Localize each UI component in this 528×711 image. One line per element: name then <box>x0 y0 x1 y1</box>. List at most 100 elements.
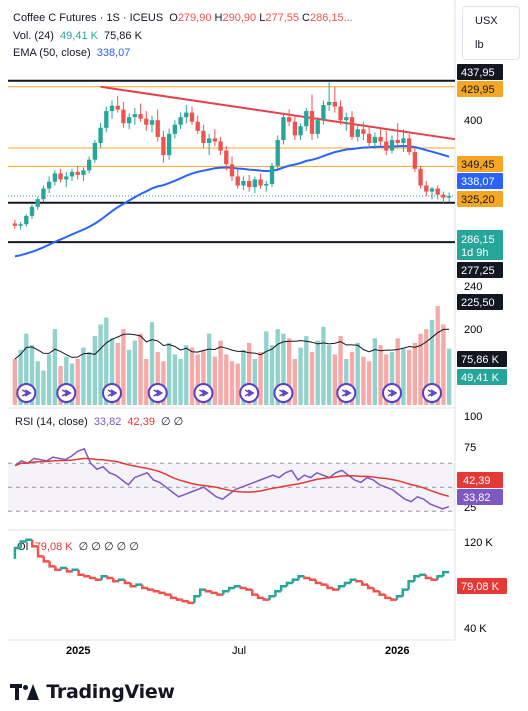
oi-step <box>135 583 143 587</box>
volume-value-2: 75,86 K <box>104 30 142 42</box>
candle-body <box>378 136 383 142</box>
volume-bar <box>64 356 69 405</box>
oi-step <box>349 578 357 583</box>
candle-body <box>384 141 389 151</box>
volume-bar <box>86 352 92 405</box>
candle-body <box>321 105 326 121</box>
volume-bar <box>378 345 383 405</box>
candle-body <box>446 196 452 198</box>
volume-bar <box>184 345 189 405</box>
volume-bar <box>321 326 326 405</box>
candle-body <box>58 173 63 180</box>
symbol-title: Coffee C Futures · 1S · ICEUS <box>13 12 164 24</box>
candle-body <box>332 101 338 107</box>
oi-step <box>378 591 386 596</box>
rsi-extra: ∅ ∅ <box>161 416 184 428</box>
header-legend: Coffee C Futures · 1S · ICEUS O279,90 H2… <box>13 11 353 25</box>
candle-body <box>104 111 109 128</box>
volume-bar <box>286 338 292 405</box>
oi-step <box>146 588 154 591</box>
oi-step <box>436 575 444 580</box>
candle-body <box>235 176 240 186</box>
oi-step <box>13 546 21 559</box>
candle-body <box>138 114 143 119</box>
volume-bar <box>338 336 343 405</box>
oi-step <box>158 591 166 595</box>
oi-step <box>274 590 282 597</box>
oi-step <box>395 595 403 600</box>
candle-body <box>224 150 229 165</box>
oi-step <box>227 586 235 592</box>
volume-bar <box>75 359 80 405</box>
rsi-tick-100: 100 <box>464 411 482 423</box>
label-325: 325,20 <box>457 191 503 207</box>
oi-step <box>407 580 415 590</box>
candle-body <box>189 112 195 122</box>
candle-body <box>252 179 258 188</box>
candle-body <box>41 188 46 200</box>
oi-step <box>216 592 224 596</box>
volume-bar <box>229 361 235 405</box>
candle-body <box>69 171 75 177</box>
oi-legend: OI 79,08 K ∅ ∅ ∅ ∅ ∅ <box>17 540 139 554</box>
volume-bar <box>126 349 132 405</box>
open-label: O <box>169 12 178 24</box>
oi-step <box>88 576 96 580</box>
volume-bar <box>155 352 160 405</box>
open-value: 279,90 <box>177 12 212 24</box>
low-value: 277,55 <box>265 12 299 24</box>
tradingview-logo[interactable]: TradingView <box>10 681 175 703</box>
oi-step <box>337 585 345 590</box>
high-value: 290,90 <box>222 12 257 24</box>
volume-bar <box>372 338 378 405</box>
volume-bar <box>269 345 275 405</box>
oi-step <box>366 584 374 590</box>
volume-bar <box>429 319 435 405</box>
unit-selector[interactable]: USX lb <box>462 6 520 60</box>
ema-legend: EMA (50, close) 338,07 <box>13 46 130 60</box>
volume-bar <box>401 347 406 405</box>
candle-body <box>86 159 92 171</box>
rsi-label: RSI (14, close) <box>15 416 88 428</box>
volume-bar <box>361 356 366 405</box>
oi-step <box>36 546 44 558</box>
candle-body <box>418 168 423 186</box>
label-277: 277,25 <box>457 262 503 278</box>
oi-step <box>71 568 79 572</box>
candle-body <box>18 224 23 226</box>
volume-bar <box>212 356 218 405</box>
x-tick-2026: 2026 <box>385 645 409 657</box>
oi-step <box>222 590 230 595</box>
volume-bar <box>29 345 35 405</box>
oi-step <box>361 581 369 586</box>
candle-body <box>246 180 252 188</box>
rsi-tick-75: 75 <box>464 442 476 454</box>
oi-step <box>384 594 392 600</box>
candle-body <box>126 117 132 124</box>
oi-step <box>424 574 432 580</box>
y-tick-240: 240 <box>464 281 482 293</box>
volume-bar <box>201 349 206 405</box>
candle-body <box>344 117 349 121</box>
rsi-legend: RSI (14, close) 33,82 42,39 ∅ ∅ <box>15 415 183 429</box>
volume-bar <box>406 349 412 405</box>
rsi-ma-value: 42,39 <box>127 416 155 428</box>
label-437: 437,95 <box>457 64 503 80</box>
candle-body <box>292 121 298 136</box>
event-marker-arrow <box>279 389 289 397</box>
volume-bar <box>195 354 200 405</box>
low-label: L <box>259 12 266 24</box>
oi-step <box>100 575 108 580</box>
volume-bar <box>435 306 440 405</box>
candle-body <box>52 173 58 182</box>
candle-body <box>298 126 303 136</box>
label-277-text: 277,25 <box>461 265 495 277</box>
oi-step <box>285 581 293 587</box>
volume-bar <box>178 359 183 405</box>
candle-body <box>184 112 189 118</box>
oi-step <box>401 588 409 597</box>
volume-bar <box>446 348 452 405</box>
label-last-price-text: 286,15 <box>461 234 495 246</box>
candle-body <box>355 129 360 137</box>
